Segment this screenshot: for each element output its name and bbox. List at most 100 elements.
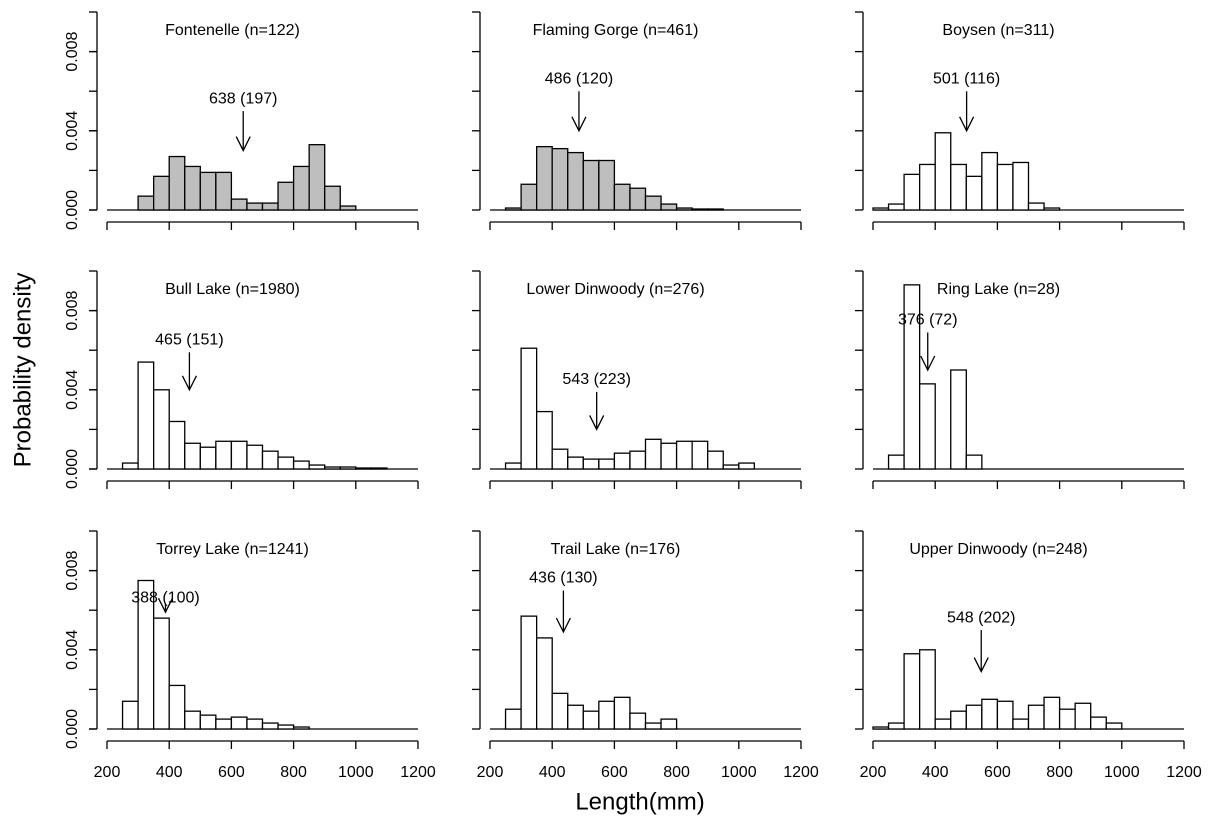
mean-label: 376 (72) bbox=[898, 312, 958, 329]
y-tick-label: 0.008 bbox=[64, 31, 81, 71]
panel-title: Torrey Lake (n=1241) bbox=[156, 541, 309, 558]
bar bbox=[137, 195, 155, 211]
bar bbox=[551, 147, 569, 211]
bar bbox=[582, 458, 600, 470]
bar bbox=[520, 615, 538, 730]
mean-arrow-head bbox=[571, 116, 587, 133]
mean-arrow-head bbox=[973, 657, 989, 674]
bar bbox=[644, 722, 662, 730]
bar bbox=[215, 440, 233, 470]
bar bbox=[722, 464, 740, 470]
x-tick-label: 800 bbox=[1046, 764, 1073, 781]
bar bbox=[887, 203, 905, 211]
bar bbox=[168, 684, 186, 730]
x-tick-label: 1000 bbox=[1104, 764, 1140, 781]
bar bbox=[567, 704, 584, 730]
x-tick-label: 1200 bbox=[783, 764, 819, 781]
bar bbox=[613, 183, 631, 211]
bar bbox=[675, 440, 693, 470]
bar bbox=[520, 183, 538, 211]
bar bbox=[919, 163, 936, 211]
bar bbox=[261, 202, 279, 211]
x-tick-label: 1200 bbox=[1166, 764, 1202, 781]
bar bbox=[261, 722, 279, 730]
bar bbox=[246, 444, 264, 470]
x-tick-label: 600 bbox=[601, 764, 628, 781]
x-tick-label: 400 bbox=[156, 764, 183, 781]
panel-title: Fontenelle (n=122) bbox=[165, 22, 300, 39]
x-tick-label: 1200 bbox=[400, 764, 436, 781]
bar bbox=[950, 710, 967, 730]
bar bbox=[551, 692, 569, 730]
bar bbox=[1090, 716, 1107, 730]
bar bbox=[152, 389, 170, 470]
x-tick-label: 200 bbox=[94, 764, 121, 781]
bar bbox=[292, 726, 310, 730]
bar bbox=[965, 454, 983, 470]
mean-arrow-head bbox=[157, 597, 174, 614]
bar bbox=[308, 464, 326, 470]
bar bbox=[551, 448, 569, 470]
bar bbox=[887, 722, 905, 730]
x-axis-label: Length(mm) bbox=[575, 788, 704, 815]
panel-title: Boysen (n=311) bbox=[942, 22, 1054, 39]
y-tick-label: 0.008 bbox=[64, 290, 81, 330]
bar bbox=[504, 207, 522, 211]
bar bbox=[950, 369, 967, 470]
x-tick-label: 600 bbox=[984, 764, 1011, 781]
bar bbox=[215, 718, 233, 730]
bar bbox=[184, 710, 201, 730]
bar bbox=[277, 181, 295, 211]
bar bbox=[613, 452, 631, 470]
bar bbox=[691, 208, 709, 211]
bar bbox=[1027, 202, 1045, 211]
bar bbox=[660, 718, 678, 730]
bar bbox=[230, 198, 248, 211]
mean-arrow-head bbox=[555, 617, 571, 634]
bar bbox=[536, 637, 553, 730]
bar bbox=[965, 704, 983, 730]
bar bbox=[152, 617, 170, 730]
bar bbox=[1105, 722, 1123, 730]
panel-title: Bull Lake (n=1980) bbox=[165, 281, 300, 298]
bar bbox=[598, 700, 616, 730]
mean-label: 543 (223) bbox=[562, 371, 631, 388]
bar bbox=[903, 173, 921, 211]
panel-title: Flaming Gorge (n=461) bbox=[533, 22, 699, 39]
mean-label: 486 (120) bbox=[545, 71, 614, 88]
bar bbox=[184, 442, 201, 470]
bar bbox=[1058, 708, 1076, 730]
bar bbox=[629, 450, 647, 470]
panel-title: Lower Dinwoody (n=276) bbox=[526, 281, 704, 298]
bar bbox=[339, 466, 357, 470]
bar bbox=[707, 450, 724, 470]
bar bbox=[230, 716, 248, 730]
mean-arrow-head bbox=[959, 116, 975, 133]
y-tick-label: 0.004 bbox=[64, 111, 81, 151]
bar bbox=[308, 144, 326, 211]
y-tick-label: 0.004 bbox=[64, 630, 81, 670]
x-tick-label: 800 bbox=[280, 764, 307, 781]
bar bbox=[887, 454, 905, 470]
bar bbox=[660, 442, 678, 470]
bar bbox=[370, 467, 388, 470]
mean-arrow-head bbox=[589, 415, 605, 431]
panel-title: Upper Dinwoody (n=248) bbox=[909, 541, 1087, 558]
bar bbox=[872, 726, 890, 730]
mean-arrow-head bbox=[235, 136, 251, 153]
bar bbox=[1043, 696, 1061, 730]
bar bbox=[1012, 718, 1030, 730]
y-tick-label: 0.004 bbox=[64, 370, 81, 410]
bar bbox=[1012, 161, 1030, 211]
bar bbox=[536, 410, 553, 470]
bar bbox=[981, 698, 999, 730]
bar bbox=[355, 467, 372, 470]
bar bbox=[707, 208, 724, 211]
bar bbox=[629, 187, 647, 211]
mean-label: 388 (100) bbox=[131, 590, 200, 607]
bar bbox=[199, 446, 217, 470]
panel-title: Trail Lake (n=176) bbox=[551, 541, 681, 558]
bar bbox=[1027, 704, 1045, 730]
bar bbox=[277, 724, 295, 730]
bar bbox=[1074, 702, 1092, 730]
